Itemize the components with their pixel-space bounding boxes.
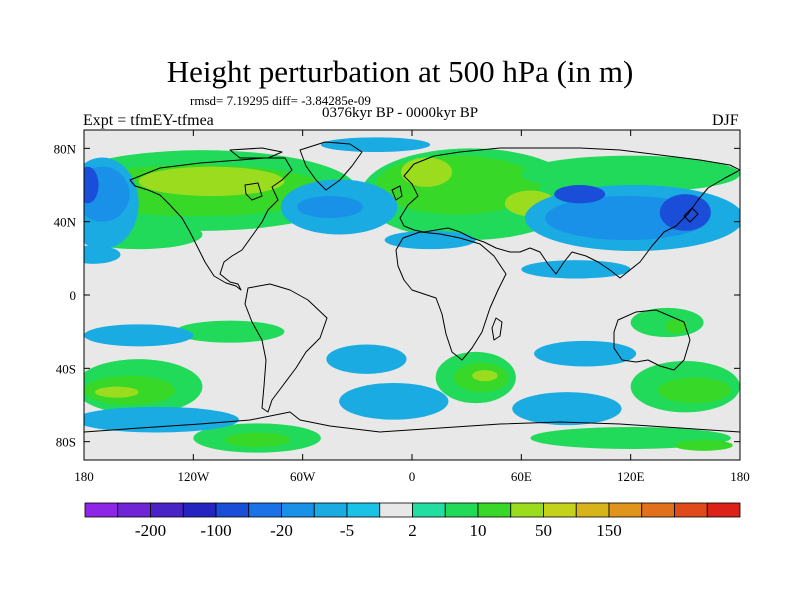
- coast-africa: [395, 231, 507, 361]
- y-tick-label: 40N: [54, 215, 77, 230]
- contour-sh-east-inner: [658, 377, 731, 404]
- colorbar-swatch: [444, 502, 479, 518]
- season-label: DJF: [712, 112, 739, 129]
- colorbar-label: -100: [200, 521, 231, 540]
- contour-pac-neg-mid: [84, 166, 130, 222]
- colorbar-label: 2: [408, 521, 417, 540]
- experiment-label: Expt = tfmEY-tfmea: [83, 112, 214, 129]
- coast-uk: [391, 185, 403, 201]
- colorbar-swatch: [412, 502, 446, 518]
- contour-asia-neg-core2: [659, 194, 711, 231]
- contour-fills: [84, 137, 740, 453]
- colorbar-swatch: [215, 502, 250, 518]
- contour-sh-pac-core: [94, 386, 139, 398]
- contour-pac-trop-neg: [84, 245, 121, 264]
- contour-nh-east-belt: [521, 155, 740, 193]
- x-tick-label: 180: [74, 469, 94, 484]
- colorbar-swatch: [117, 502, 151, 518]
- colorbar-swatch: [313, 502, 348, 518]
- colorbar-swatch: [84, 502, 119, 518]
- contour-ant-w-core: [224, 432, 290, 448]
- contour-na-core: [138, 166, 285, 196]
- contour-aus-core: [665, 318, 688, 334]
- colorbar-swatch: [608, 502, 643, 518]
- contour-sh-trop-neg-c: [326, 344, 407, 374]
- coast-japan: [683, 207, 699, 223]
- contour-arctic-neg: [320, 137, 431, 153]
- coast-arctic-islands: [229, 147, 283, 159]
- coast-greenland: [299, 141, 363, 191]
- coast-antarctica: [84, 411, 740, 433]
- y-tick-label: 80S: [56, 435, 76, 450]
- colorbar-swatch: [346, 502, 381, 518]
- colorbar-swatch: [510, 502, 544, 518]
- colorbar-swatch: [150, 502, 184, 518]
- contour-trop-atl-neg: [384, 230, 476, 250]
- coast-south-america: [244, 283, 328, 413]
- axis-ticks: 180 120W 60W 0 60E 120E 180 80N 40N 0 40S 80S: [54, 130, 750, 484]
- coast-madagascar: [491, 317, 503, 341]
- x-tick-label: 120W: [177, 469, 210, 484]
- contour-eu-core: [401, 157, 453, 187]
- coast-europe-asia: [399, 147, 740, 279]
- contour-sa-mid: [175, 320, 285, 343]
- stats-label: rmsd= 7.19295 diff= -3.84285e-09: [190, 93, 371, 108]
- colorbar-swatch: [248, 502, 282, 518]
- colorbar-swatch: [379, 502, 413, 518]
- x-tick-label: 120E: [617, 469, 645, 484]
- contour-ant-e-core: [674, 439, 733, 451]
- x-tick-label: 180: [730, 469, 750, 484]
- contour-atl-neg-mid: [297, 196, 363, 218]
- coastlines: [84, 141, 740, 433]
- contour-ind-neg: [521, 260, 631, 279]
- contour-sh-belt-ind: [512, 392, 622, 426]
- colorbar-swatch: [477, 502, 512, 518]
- colorbar-swatch: [575, 502, 610, 518]
- colorbar-swatch: [674, 502, 708, 518]
- colorbar-swatch: [543, 502, 577, 518]
- colorbar-swatch: [182, 502, 217, 518]
- period-label: 0376kyr BP - 0000kyr BP: [322, 105, 479, 121]
- colorbar-label: 50: [535, 521, 552, 540]
- coast-hudson-bay: [244, 182, 263, 201]
- y-tick-label: 80N: [54, 141, 77, 156]
- colorbar: -200 -100 -20 -5 2 10 50 150: [84, 502, 741, 540]
- x-tick-label: 0: [409, 469, 416, 484]
- contour-sh-trop-neg-w: [84, 324, 194, 347]
- colorbar-swatch: [641, 502, 675, 518]
- x-tick-label: 60W: [290, 469, 316, 484]
- contour-sh-atl-core: [472, 370, 498, 382]
- contour-pac-neg-core: [84, 166, 99, 204]
- contour-sh-belt-pac: [84, 406, 239, 433]
- colorbar-swatch: [706, 502, 741, 518]
- map-area: [84, 130, 740, 460]
- y-tick-label: 40S: [56, 361, 76, 376]
- contour-asia-neg-core: [554, 185, 606, 204]
- colorbar-label: -20: [270, 521, 293, 540]
- y-tick-label: 0: [70, 288, 77, 303]
- colorbar-label: -5: [340, 521, 354, 540]
- colorbar-label: -200: [135, 521, 166, 540]
- coast-australia: [613, 309, 691, 371]
- colorbar-label: 10: [470, 521, 487, 540]
- contour-sh-trop-neg-e: [534, 340, 637, 367]
- colorbar-swatch: [281, 502, 315, 518]
- contour-sh-belt-atl: [339, 383, 449, 420]
- coast-north-america: [129, 157, 293, 291]
- page-title: Height perturbation at 500 hPa (in m): [166, 54, 634, 89]
- colorbar-label: 150: [596, 521, 622, 540]
- x-tick-label: 60E: [511, 469, 532, 484]
